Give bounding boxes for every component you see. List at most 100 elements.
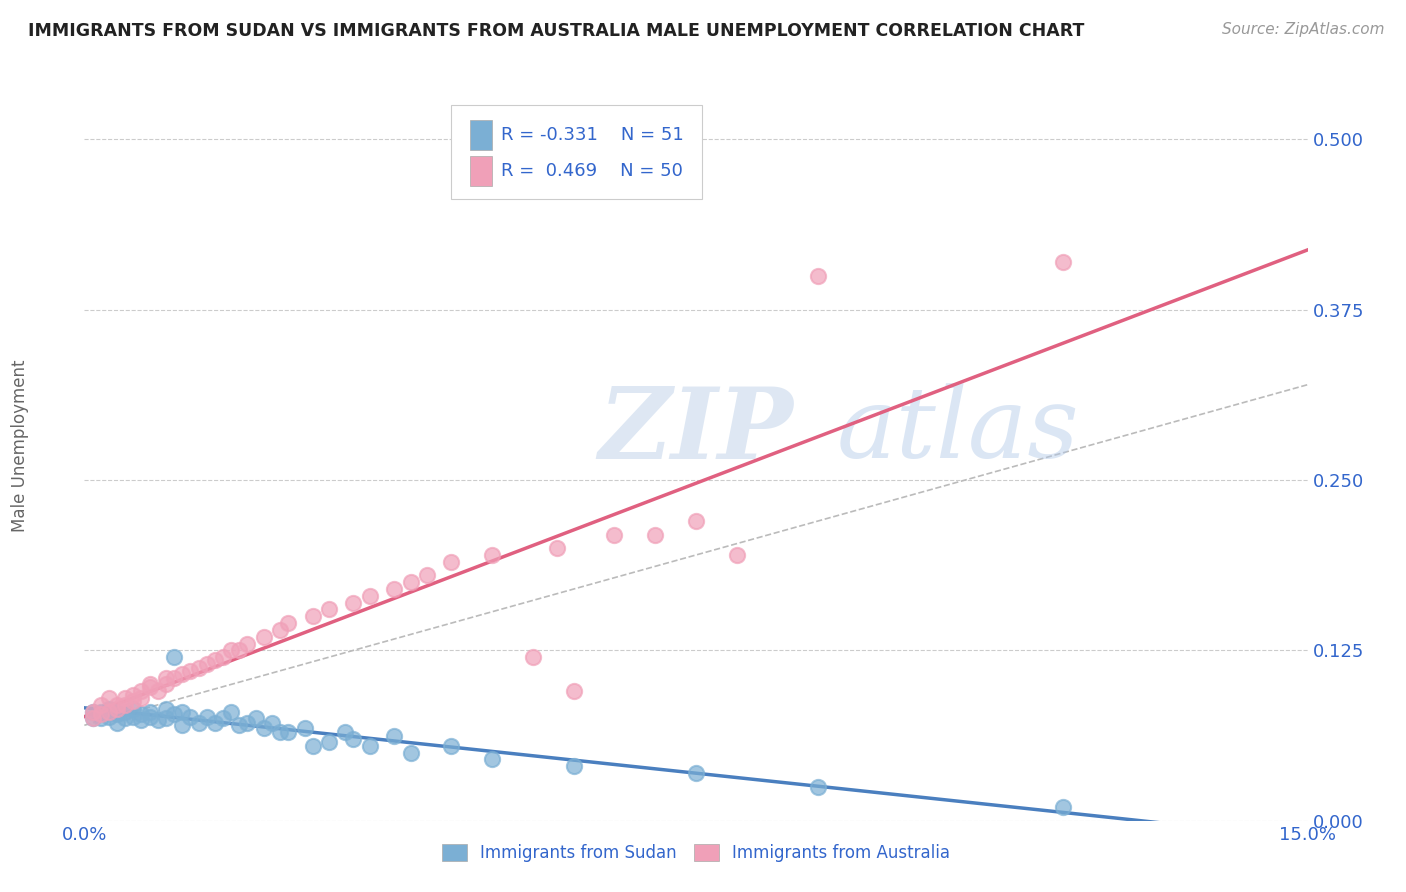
Point — [105, 715, 128, 730]
Point — [114, 711, 136, 725]
Point — [1052, 255, 1074, 269]
FancyBboxPatch shape — [470, 156, 492, 186]
Point — [163, 650, 186, 665]
Legend: Immigrants from Sudan, Immigrants from Australia: Immigrants from Sudan, Immigrants from A… — [436, 837, 956, 869]
Point — [114, 698, 136, 712]
Text: Source: ZipAtlas.com: Source: ZipAtlas.com — [1222, 22, 1385, 37]
Point — [195, 710, 218, 724]
Point — [399, 746, 422, 760]
Point — [228, 643, 250, 657]
Point — [260, 715, 283, 730]
Point — [236, 636, 259, 650]
Point — [301, 739, 323, 753]
Point — [204, 653, 226, 667]
Point — [253, 630, 276, 644]
Point — [131, 684, 153, 698]
Point — [253, 721, 276, 735]
Point — [187, 715, 209, 730]
Point — [807, 780, 830, 794]
Point — [105, 702, 128, 716]
Point — [105, 705, 128, 719]
Point — [644, 527, 666, 541]
Point — [807, 268, 830, 283]
Point — [481, 548, 503, 562]
Point — [301, 609, 323, 624]
Point — [269, 725, 291, 739]
Point — [146, 713, 169, 727]
Point — [163, 671, 186, 685]
Point — [155, 702, 177, 716]
Point — [562, 759, 585, 773]
Point — [114, 691, 136, 706]
Point — [90, 711, 112, 725]
Point — [440, 739, 463, 753]
Point — [335, 725, 357, 739]
Text: ZIP: ZIP — [598, 383, 793, 479]
Point — [131, 707, 153, 722]
Point — [277, 616, 299, 631]
Point — [82, 711, 104, 725]
Text: R =  0.469    N = 50: R = 0.469 N = 50 — [502, 162, 683, 180]
Point — [155, 677, 177, 691]
Point — [122, 702, 145, 716]
Point — [105, 698, 128, 712]
Point — [269, 623, 291, 637]
Point — [97, 705, 120, 719]
Point — [342, 731, 364, 746]
Point — [172, 666, 194, 681]
Point — [163, 707, 186, 722]
Point — [228, 718, 250, 732]
Point — [172, 718, 194, 732]
Point — [90, 698, 112, 712]
Point — [131, 691, 153, 706]
Point — [138, 677, 160, 691]
Text: atlas: atlas — [837, 384, 1080, 479]
Point — [382, 582, 405, 596]
Point — [122, 710, 145, 724]
Point — [399, 575, 422, 590]
Point — [82, 705, 104, 719]
Point — [82, 711, 104, 725]
Point — [179, 664, 201, 678]
Point — [219, 705, 242, 719]
Point — [685, 766, 707, 780]
Point — [204, 715, 226, 730]
Point — [97, 691, 120, 706]
Point — [146, 684, 169, 698]
Point — [172, 705, 194, 719]
Point — [245, 711, 267, 725]
Point — [236, 715, 259, 730]
Point — [382, 729, 405, 743]
Point — [114, 705, 136, 719]
Point — [440, 555, 463, 569]
FancyBboxPatch shape — [451, 105, 702, 199]
Point — [187, 661, 209, 675]
FancyBboxPatch shape — [470, 120, 492, 150]
Point — [122, 688, 145, 702]
Point — [1052, 800, 1074, 814]
Point — [212, 650, 235, 665]
Point — [138, 710, 160, 724]
Point — [155, 671, 177, 685]
Point — [562, 684, 585, 698]
Point — [277, 725, 299, 739]
Point — [212, 711, 235, 725]
Point — [90, 707, 112, 722]
Point — [318, 734, 340, 748]
Point — [318, 602, 340, 616]
Point — [219, 643, 242, 657]
Point — [195, 657, 218, 671]
Point — [546, 541, 568, 556]
Point — [138, 705, 160, 719]
Point — [685, 514, 707, 528]
Point — [522, 650, 544, 665]
Point — [416, 568, 439, 582]
Point — [122, 694, 145, 708]
Text: R = -0.331    N = 51: R = -0.331 N = 51 — [502, 126, 685, 144]
Point — [359, 739, 381, 753]
Point — [359, 589, 381, 603]
Point — [603, 527, 626, 541]
Y-axis label: Male Unemployment: Male Unemployment — [11, 359, 28, 533]
Point — [155, 711, 177, 725]
Point — [97, 710, 120, 724]
